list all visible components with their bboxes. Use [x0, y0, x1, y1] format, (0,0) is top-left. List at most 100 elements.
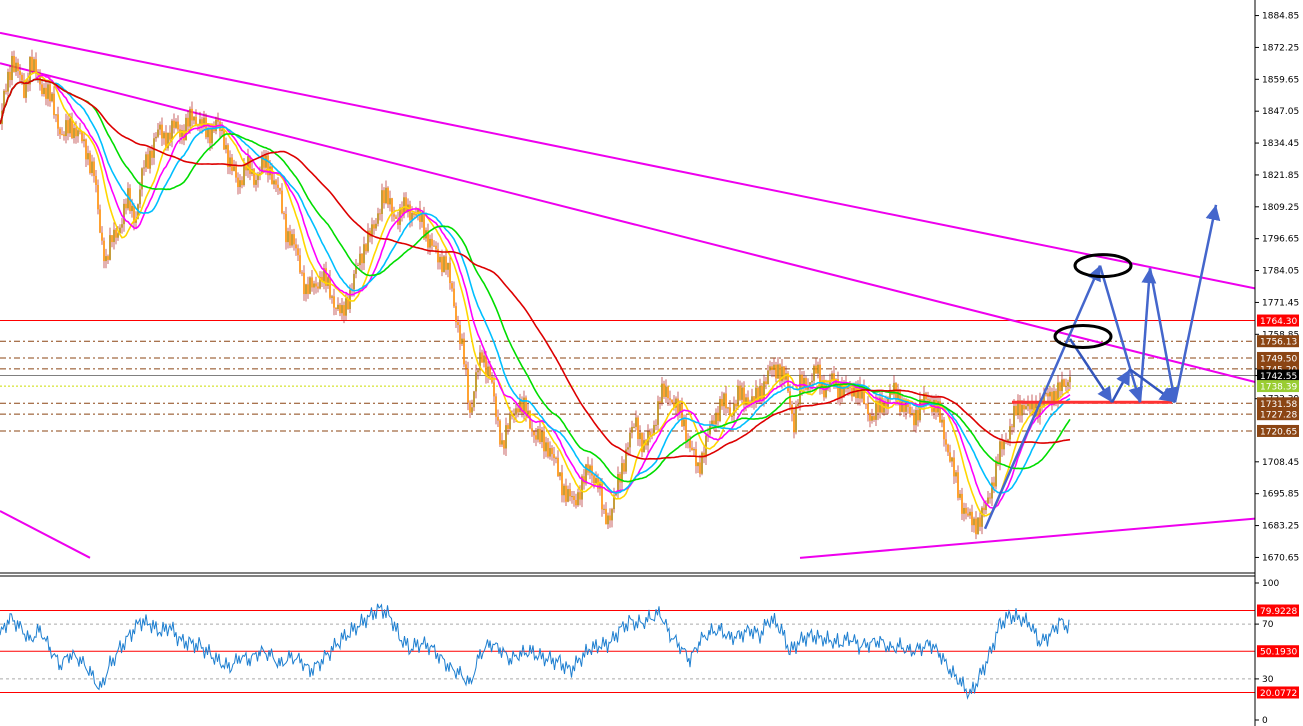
candle-body: [337, 304, 339, 310]
candle-body: [973, 518, 975, 526]
candle-body: [559, 472, 561, 477]
candle-body: [967, 513, 969, 516]
candle-body: [1017, 400, 1019, 416]
rsi-tag-50.1930-bg: [1257, 645, 1299, 658]
candle-body: [143, 167, 145, 169]
candle-body: [111, 235, 113, 243]
candle-body: [393, 214, 395, 217]
candle-body: [93, 161, 95, 176]
candle-body: [103, 240, 105, 262]
candle-body: [595, 478, 597, 484]
candle-body: [829, 380, 831, 385]
candle-body: [571, 496, 573, 498]
candle-body: [919, 399, 921, 421]
candle-body: [343, 305, 345, 316]
candle-body: [1061, 379, 1063, 392]
candle-body: [855, 387, 857, 399]
candle-body: [783, 366, 785, 380]
candle-body: [133, 205, 135, 223]
candle-body: [357, 265, 359, 267]
candle-body: [99, 209, 101, 233]
candle-body: [1057, 382, 1059, 403]
candle-body: [537, 428, 539, 440]
candle-body: [313, 283, 315, 288]
candle-body: [303, 272, 305, 295]
candle-body: [661, 383, 663, 403]
candle-body: [81, 131, 83, 142]
candle-body: [49, 84, 51, 102]
price-tag-1738.39-bg: [1257, 380, 1299, 393]
candle-body: [9, 71, 11, 81]
price-tick-label: 1784.05: [1262, 267, 1299, 277]
candle-body: [691, 447, 693, 451]
candle-body: [283, 213, 285, 215]
candle-body: [175, 121, 177, 128]
candle-body: [685, 419, 687, 442]
rsi-levels: [0, 610, 1255, 693]
candle-body: [947, 444, 949, 453]
candle-body: [659, 401, 661, 403]
candle-body: [263, 155, 265, 168]
candle-body: [695, 449, 697, 467]
candle-body: [985, 503, 987, 511]
price-tag-1720.65-bg: [1257, 424, 1299, 437]
price-tag-1727.28-text: 1727.28: [1260, 411, 1297, 421]
candle-body: [615, 493, 617, 496]
candle-body: [577, 492, 579, 506]
candle-body: [939, 401, 941, 423]
candle-body: [579, 492, 581, 500]
candle-body: [279, 187, 281, 191]
candle-body: [847, 387, 849, 389]
candle-body: [831, 373, 833, 381]
candle-body: [631, 426, 633, 433]
candle-body: [689, 439, 691, 448]
candle-body: [31, 57, 33, 71]
price-tick-label: 1872.25: [1262, 43, 1299, 53]
candle-body: [493, 382, 495, 397]
candle-body: [763, 381, 765, 400]
candle-body: [451, 283, 453, 289]
candle-body: [843, 382, 845, 397]
candle-body: [15, 62, 17, 72]
rsi-tag-50.1930-text: 50.1930: [1260, 648, 1297, 658]
forecast-overlay-segment: [1068, 338, 1114, 403]
candle-body: [339, 304, 341, 314]
candle-body: [163, 132, 165, 139]
candle-body: [725, 393, 727, 409]
candle-body: [605, 508, 607, 525]
candle-body: [983, 507, 985, 511]
candle-body: [1023, 404, 1025, 410]
rsi-tag-79.9228-bg: [1257, 604, 1299, 617]
candle-body: [277, 184, 279, 188]
candle-body: [319, 276, 321, 289]
candle-body: [643, 440, 645, 453]
candle-body: [391, 198, 393, 215]
candle-body: [429, 238, 431, 248]
candle-body: [813, 365, 815, 381]
rsi-tick-label: 30: [1262, 675, 1274, 685]
candle-body: [1067, 382, 1069, 387]
candle-body: [287, 231, 289, 243]
rsi-tick-label: 100: [1262, 579, 1279, 589]
candle-body: [681, 403, 683, 427]
candle-body: [1031, 402, 1033, 410]
candle-body: [849, 387, 851, 389]
candle-body: [551, 448, 553, 455]
candle-body: [865, 403, 867, 405]
candle-body: [85, 139, 87, 160]
candle-body: [581, 476, 583, 500]
candle-body: [715, 412, 717, 425]
candle-body: [269, 166, 271, 176]
candle-body: [185, 117, 187, 141]
candle-body: [607, 515, 609, 525]
candle-body: [333, 296, 335, 308]
candle-body: [365, 244, 367, 252]
candle-body: [329, 277, 331, 298]
candle-body: [79, 130, 81, 132]
candle-body: [875, 400, 877, 420]
candle-body: [457, 322, 459, 326]
candle-body: [861, 387, 863, 399]
candle-body: [483, 355, 485, 363]
candle-body: [505, 425, 507, 449]
candle-body: [627, 447, 629, 450]
